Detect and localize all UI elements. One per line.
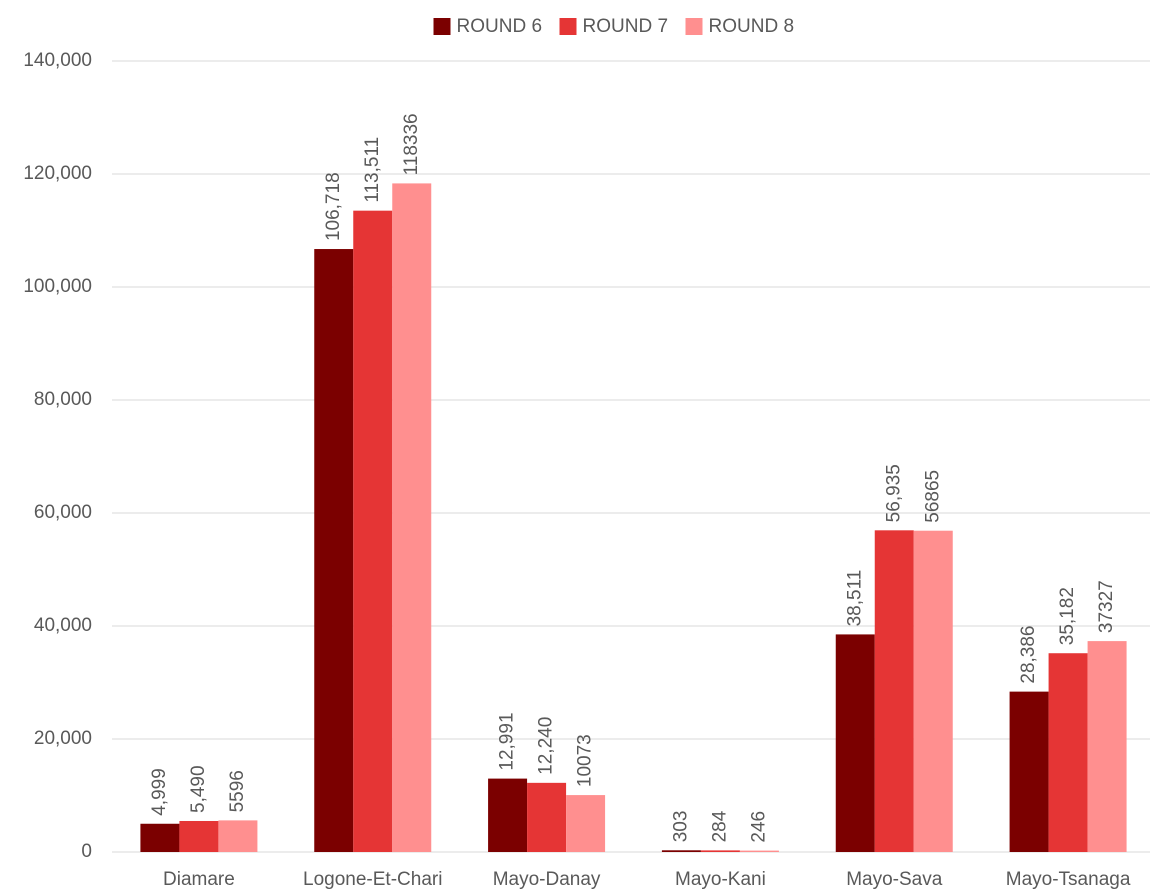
data-label: 113,511 [362,137,383,203]
data-label: 5596 [227,770,248,812]
bar [218,820,258,852]
bar [835,634,875,852]
data-label: 56,935 [883,464,904,522]
bar [739,850,779,852]
data-label: 56865 [922,470,943,523]
bar [140,823,180,852]
bar [566,795,606,852]
y-tick-label: 20,000 [34,728,92,749]
data-label: 118336 [401,113,422,175]
data-label: 303 [670,811,691,843]
data-label: 12,240 [536,717,557,775]
x-tick-label: Diamare [163,869,235,890]
legend-swatch [433,18,451,35]
y-tick-label: 100,000 [23,276,92,297]
bar [1087,641,1127,852]
y-tick-label: 140,000 [23,50,92,71]
bar [179,820,219,852]
bar [527,782,567,852]
bar [392,183,432,852]
legend-label: ROUND 7 [583,16,669,37]
legend-swatch [685,18,703,35]
bar [700,850,740,852]
bar [874,530,914,852]
legend-swatch [559,18,577,35]
bar [1009,691,1049,852]
data-label: 4,999 [149,768,170,816]
y-tick-label: 80,000 [34,389,92,410]
x-tick-label: Logone-Et-Chari [303,869,442,890]
y-tick-label: 120,000 [23,163,92,184]
legend-label: ROUND 8 [709,16,795,37]
x-tick-label: Mayo-Tsanaga [1006,869,1131,890]
data-label: 38,511 [844,570,865,627]
bar [913,530,953,852]
bar [353,210,393,853]
bar [314,249,354,852]
data-label: 10073 [575,734,596,787]
data-label: 12,991 [497,712,518,770]
y-tick-label: 40,000 [34,615,92,636]
bar [661,850,701,852]
x-tick-label: Mayo-Sava [846,869,943,890]
data-label: 5,490 [188,765,209,813]
y-tick-label: 60,000 [34,502,92,523]
bar [1048,653,1088,852]
x-tick-label: Mayo-Danay [493,869,601,890]
data-label: 28,386 [1018,625,1039,683]
bar [488,778,528,852]
data-label: 35,182 [1057,587,1078,645]
x-tick-label: Mayo-Kani [675,869,766,890]
data-label: 284 [709,810,730,842]
legend-label: ROUND 6 [457,16,543,37]
data-label: 246 [748,811,769,843]
data-label: 37327 [1096,580,1117,633]
data-label: 106,718 [323,172,344,241]
y-tick-label: 0 [81,841,92,862]
